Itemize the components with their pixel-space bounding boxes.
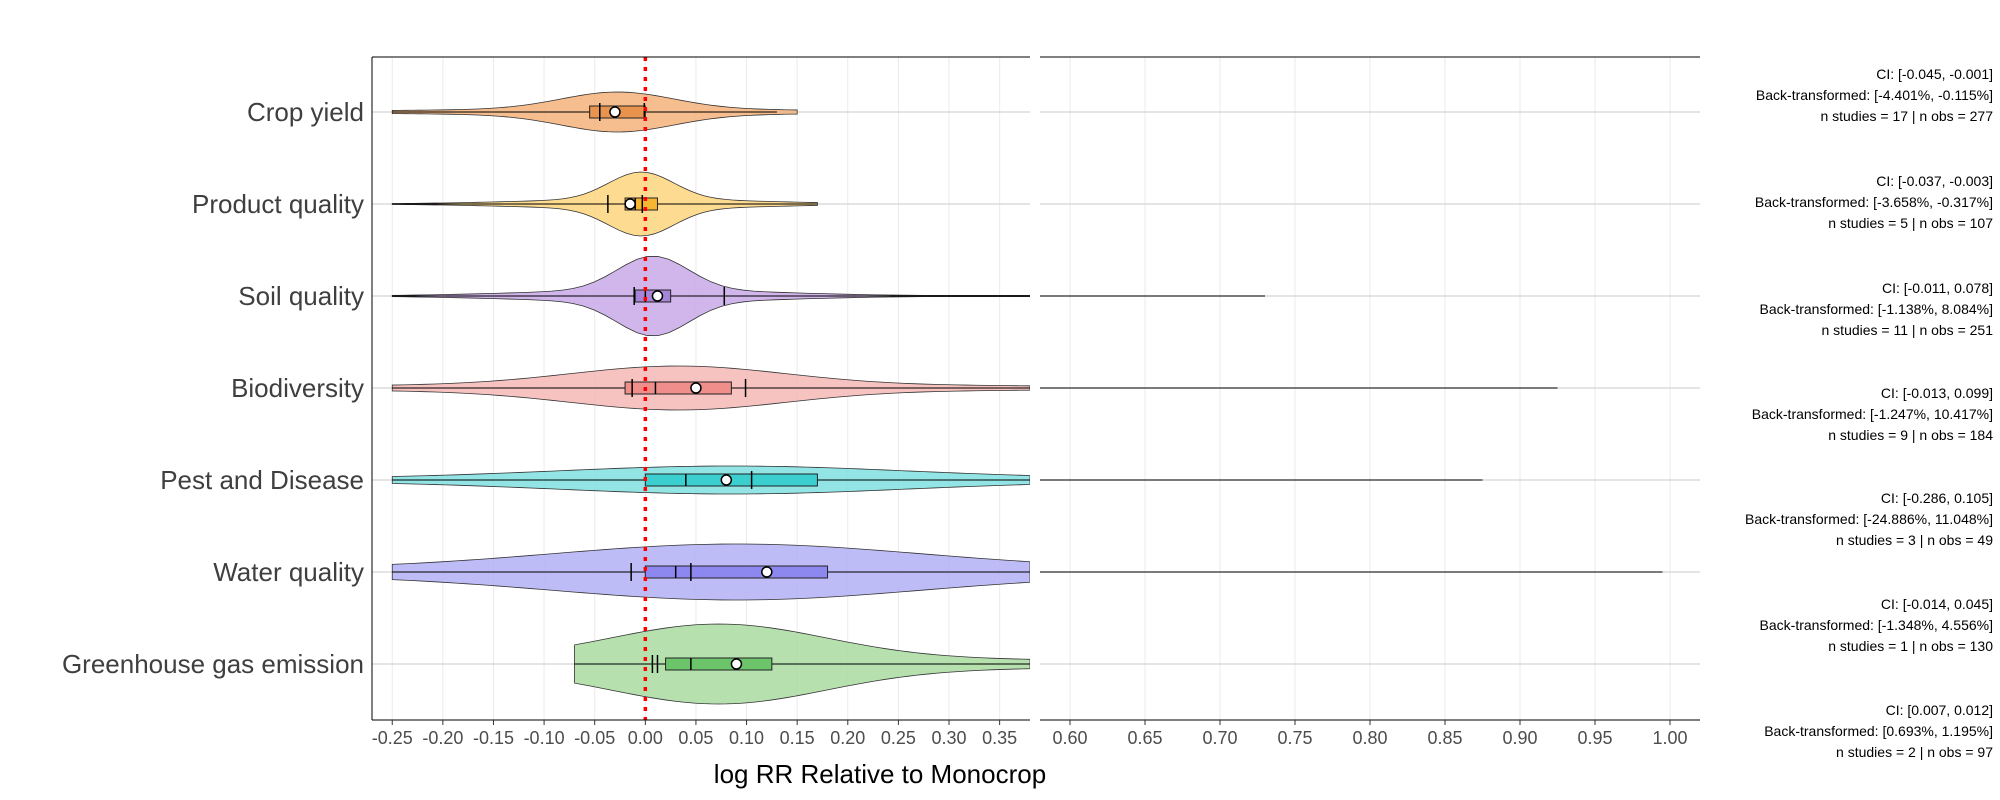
mean-point bbox=[609, 106, 621, 118]
x-axis-title: log RR Relative to Monocrop bbox=[714, 759, 1046, 789]
x-tick-label: 0.70 bbox=[1202, 728, 1237, 748]
x-tick-label: 0.35 bbox=[982, 728, 1017, 748]
annotation-n: n studies = 2 | n obs = 97 bbox=[1836, 744, 1993, 760]
category-label: Product quality bbox=[192, 189, 364, 219]
annotation-ci: CI: [-0.014, 0.045] bbox=[1881, 596, 1993, 612]
x-tick-label: 0.80 bbox=[1352, 728, 1387, 748]
x-tick-label: 0.15 bbox=[780, 728, 815, 748]
x-tick-label: 0.95 bbox=[1577, 728, 1612, 748]
x-tick-label: -0.05 bbox=[574, 728, 615, 748]
mean-point bbox=[720, 474, 733, 486]
x-tick-label: -0.25 bbox=[372, 728, 413, 748]
x-tick-label: 0.05 bbox=[678, 728, 713, 748]
annotation-back-transformed: Back-transformed: [-1.247%, 10.417%] bbox=[1752, 406, 1993, 422]
annotation-n: n studies = 1 | n obs = 130 bbox=[1828, 638, 1993, 654]
box bbox=[624, 381, 732, 395]
x-tick-label: 0.75 bbox=[1277, 728, 1312, 748]
annotation-back-transformed: Back-transformed: [-3.658%, -0.317%] bbox=[1755, 194, 1993, 210]
mean-point bbox=[651, 290, 664, 302]
annotation-n: n studies = 3 | n obs = 49 bbox=[1836, 532, 1993, 548]
x-tick-label: 0.90 bbox=[1502, 728, 1537, 748]
x-tick-label: -0.20 bbox=[422, 728, 463, 748]
annotation-n: n studies = 5 | n obs = 107 bbox=[1828, 215, 1993, 231]
mean-point bbox=[761, 566, 773, 578]
annotation-back-transformed: Back-transformed: [-24.886%, 11.048%] bbox=[1745, 511, 1993, 527]
box bbox=[665, 657, 773, 671]
category-label: Crop yield bbox=[247, 97, 364, 127]
category-label: Biodiversity bbox=[231, 373, 364, 403]
mean-point bbox=[690, 382, 702, 394]
annotation-ci: CI: [0.007, 0.012] bbox=[1886, 702, 1993, 718]
mean-point bbox=[624, 198, 636, 210]
annotation-back-transformed: Back-transformed: [-1.138%, 8.084%] bbox=[1760, 301, 1993, 317]
mean-point bbox=[730, 658, 743, 670]
x-tick-label: 0.85 bbox=[1427, 728, 1462, 748]
box bbox=[644, 565, 829, 579]
x-tick-label: 1.00 bbox=[1652, 728, 1687, 748]
x-tick-label: 0.25 bbox=[881, 728, 916, 748]
x-tick-label: 0.65 bbox=[1127, 728, 1162, 748]
annotation-back-transformed: Back-transformed: [-1.348%, 4.556%] bbox=[1760, 617, 1993, 633]
annotation-ci: CI: [-0.013, 0.099] bbox=[1881, 385, 1993, 401]
x-tick-label: 0.20 bbox=[830, 728, 865, 748]
annotation-ci: CI: [-0.011, 0.078] bbox=[1882, 280, 1993, 296]
category-label: Greenhouse gas emission bbox=[62, 649, 364, 679]
annotation-back-transformed: Back-transformed: [0.693%, 1.195%] bbox=[1764, 723, 1993, 739]
x-tick-label: 0.10 bbox=[729, 728, 764, 748]
x-tick-label: 0.00 bbox=[628, 728, 663, 748]
annotation-back-transformed: Back-transformed: [-4.401%, -0.115%] bbox=[1756, 87, 1993, 103]
x-tick-label: 0.60 bbox=[1052, 728, 1087, 748]
category-label: Pest and Disease bbox=[160, 465, 364, 495]
annotation-ci: CI: [-0.037, -0.003] bbox=[1876, 173, 1993, 189]
annotation-n: n studies = 17 | n obs = 277 bbox=[1820, 108, 1993, 124]
x-tick-label: 0.30 bbox=[931, 728, 966, 748]
annotation-n: n studies = 11 | n obs = 251 bbox=[1822, 322, 1994, 338]
x-tick-label: -0.10 bbox=[524, 728, 565, 748]
annotation-ci: CI: [-0.045, -0.001] bbox=[1876, 66, 1993, 82]
annotation-n: n studies = 9 | n obs = 184 bbox=[1828, 427, 1993, 443]
annotation-ci: CI: [-0.286, 0.105] bbox=[1881, 490, 1993, 506]
category-label: Soil quality bbox=[238, 281, 364, 311]
x-tick-label: -0.15 bbox=[473, 728, 514, 748]
category-label: Water quality bbox=[213, 557, 364, 587]
